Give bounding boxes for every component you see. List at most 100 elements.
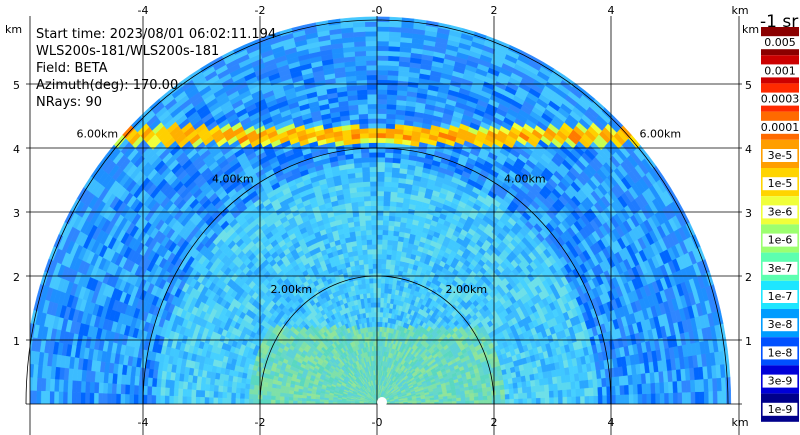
field-cell — [376, 103, 387, 110]
field-cell — [376, 84, 388, 90]
field-cell — [361, 249, 368, 256]
field-cell — [385, 268, 391, 275]
field-cell — [646, 393, 652, 404]
field-cell — [379, 321, 383, 327]
field-cell — [365, 229, 372, 236]
field-cell — [474, 399, 480, 404]
field-cell — [690, 391, 696, 404]
field-cell — [583, 379, 590, 389]
field-cell — [473, 392, 479, 397]
field-cell — [358, 113, 369, 120]
field-cell — [386, 254, 392, 260]
field-cell — [368, 142, 378, 148]
field-cell — [360, 152, 370, 159]
field-cell — [500, 398, 506, 404]
field-cell — [368, 268, 374, 274]
field-cell — [456, 397, 462, 402]
field-cell — [382, 312, 387, 318]
field-cell — [535, 391, 541, 399]
field-cell — [376, 161, 385, 168]
field-cell — [376, 132, 386, 139]
field-cell — [386, 293, 392, 299]
field-cell — [380, 287, 385, 294]
field-cell — [365, 45, 378, 52]
field-cell — [655, 392, 661, 404]
field-cell — [365, 234, 373, 241]
field-cell — [363, 190, 371, 197]
field-cell — [366, 292, 371, 299]
field-cell — [361, 166, 370, 173]
field-cell — [362, 254, 368, 260]
field-cell — [369, 181, 378, 187]
field-cell — [384, 142, 394, 149]
field-cell — [386, 94, 398, 101]
field-cell — [370, 195, 378, 202]
field-cell — [543, 384, 550, 392]
field-cell — [387, 74, 399, 81]
field-cell — [376, 282, 382, 289]
field-cell — [376, 306, 381, 313]
field-cell — [382, 307, 387, 313]
field-cell — [650, 393, 656, 404]
field-cell — [382, 219, 389, 226]
field-cell — [383, 292, 388, 299]
field-cell — [376, 190, 385, 197]
field-cell — [387, 55, 400, 62]
field-cell — [642, 393, 648, 404]
field-cell — [721, 390, 727, 404]
field-cell — [366, 248, 373, 255]
field-cell — [610, 385, 617, 396]
field-cell — [365, 224, 372, 231]
field-cell — [465, 400, 471, 404]
field-cell — [376, 108, 387, 115]
field-cell — [388, 45, 401, 52]
field-cell — [386, 108, 397, 115]
field-cell — [368, 156, 378, 163]
field-cell — [389, 200, 397, 207]
field-cell — [376, 93, 388, 100]
field-cell — [681, 380, 687, 393]
field-cell — [385, 132, 395, 139]
field-cell — [376, 137, 386, 144]
field-cell — [376, 210, 384, 216]
field-cell — [443, 401, 449, 404]
field-cell — [371, 253, 378, 260]
field-cell — [372, 282, 378, 289]
field-cell — [637, 383, 643, 395]
field-cell — [391, 249, 397, 256]
field-cell — [384, 283, 389, 289]
field-cell — [352, 31, 366, 38]
field-cell — [382, 229, 389, 236]
field-cell — [516, 381, 523, 389]
field-cell — [628, 384, 634, 395]
field-cell — [668, 392, 674, 404]
field-cell — [376, 123, 387, 129]
field-cell — [355, 69, 367, 76]
field-cell — [356, 196, 365, 203]
field-cell — [367, 123, 378, 129]
field-cell — [465, 396, 471, 401]
field-cell — [579, 379, 585, 389]
field-cell — [487, 394, 493, 401]
field-cell — [371, 248, 378, 255]
field-cell — [385, 137, 395, 144]
field-cell — [387, 283, 393, 290]
field-cell — [390, 254, 397, 261]
field-cell — [677, 392, 683, 404]
field-cell — [369, 287, 374, 294]
field-cell — [371, 229, 378, 235]
field-cell — [381, 258, 387, 265]
field-cell — [456, 400, 462, 404]
field-cell — [376, 253, 383, 260]
field-cell — [372, 258, 378, 264]
field-cell — [370, 311, 375, 318]
field-cell — [385, 118, 396, 125]
field-cell — [552, 383, 559, 391]
beta-field — [30, 16, 732, 404]
field-cell — [390, 176, 399, 183]
field-cell — [703, 378, 709, 392]
field-cell — [355, 240, 362, 247]
field-cell — [371, 239, 378, 245]
field-cell — [562, 389, 568, 398]
field-cell — [387, 69, 399, 76]
